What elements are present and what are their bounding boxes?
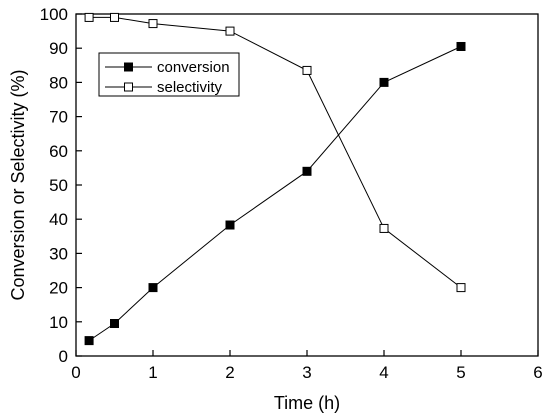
- data-point-selectivity: [84, 12, 94, 22]
- data-point-conversion: [225, 220, 235, 230]
- data-point-conversion: [379, 77, 389, 87]
- y-tick-label: 80: [49, 73, 68, 92]
- series-layer: [84, 12, 466, 346]
- x-axis-title: Time (h): [274, 393, 340, 413]
- data-point-conversion: [302, 166, 312, 176]
- data-point-conversion: [110, 319, 119, 329]
- x-tick-label: 1: [148, 363, 157, 382]
- x-tick-label: 3: [302, 363, 311, 382]
- x-tick-label: 4: [379, 363, 388, 382]
- legend-marker-selectivity: [124, 82, 133, 92]
- data-point-conversion: [84, 336, 94, 346]
- data-point-selectivity: [148, 19, 158, 29]
- y-axis-title: Conversion or Selectivity (%): [8, 69, 28, 300]
- y-tick-label: 90: [49, 39, 68, 58]
- data-point-conversion: [456, 41, 466, 51]
- y-tick-label: 100: [40, 5, 68, 24]
- x-tick-label: 0: [71, 363, 80, 382]
- data-point-selectivity: [302, 65, 312, 75]
- data-point-selectivity: [379, 223, 389, 233]
- legend: conversion selectivity: [98, 52, 240, 97]
- x-tick-label: 2: [225, 363, 234, 382]
- x-tick-label: 6: [533, 363, 542, 382]
- legend-label-conversion: conversion: [157, 59, 230, 76]
- data-point-selectivity: [225, 26, 235, 36]
- y-tick-label: 60: [49, 142, 68, 161]
- legend-label-selectivity: selectivity: [157, 79, 223, 96]
- y-tick-label: 0: [59, 347, 68, 366]
- y-tick-label: 40: [49, 210, 68, 229]
- y-tick-label: 10: [49, 313, 68, 332]
- y-tick-label: 70: [49, 108, 68, 127]
- data-point-selectivity: [456, 283, 466, 293]
- x-tick-label: 5: [456, 363, 465, 382]
- y-tick-label: 30: [49, 244, 68, 263]
- data-point-conversion: [148, 283, 158, 293]
- legend-box: [98, 52, 240, 97]
- legend-marker-conversion: [124, 62, 133, 72]
- y-axis-ticks: 0 10 20 30 40 50 60 70 80 90 100: [40, 5, 82, 366]
- y-tick-label: 20: [49, 279, 68, 298]
- x-axis-ticks: 0 1 2 3 4 5 6: [71, 350, 543, 382]
- data-point-selectivity: [110, 12, 119, 22]
- y-tick-label: 50: [49, 176, 68, 195]
